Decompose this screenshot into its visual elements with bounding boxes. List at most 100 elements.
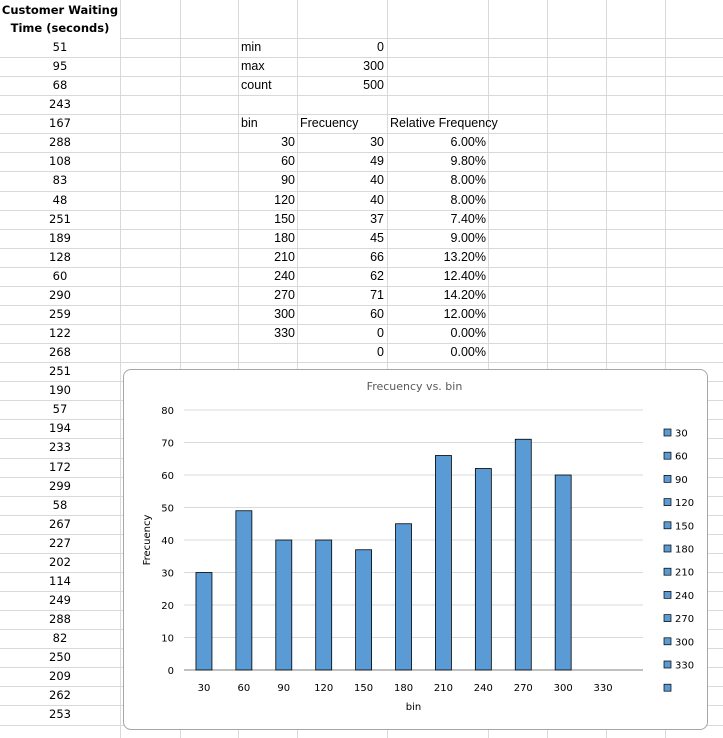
stat-value-min[interactable]: 0 [377,40,384,54]
table-cell-relative-frequency[interactable]: 12.40% [443,269,486,283]
table-cell-bin[interactable]: 300 [274,307,295,321]
legend-swatch [663,475,672,483]
column-header-waiting-time[interactable]: Customer Waiting Time (seconds) [0,0,120,39]
stat-value-max[interactable]: 300 [363,59,384,73]
row-gridline [0,57,723,58]
table-cell-frequency[interactable]: 37 [370,212,384,226]
table-cell-bin[interactable]: 210 [274,250,295,264]
waiting-time-cell[interactable]: 128 [49,250,71,264]
x-tick-label: 180 [394,683,413,694]
waiting-time-cell[interactable]: 189 [49,231,71,245]
waiting-time-cell[interactable]: 250 [49,650,71,664]
table-cell-bin[interactable]: 90 [281,173,295,187]
waiting-time-cell[interactable]: 299 [49,479,71,493]
table-header-relative-frequency[interactable]: Relative Frequency [390,116,498,130]
table-cell-relative-frequency[interactable]: 7.40% [450,212,486,226]
table-cell-bin[interactable]: 60 [281,154,295,168]
table-cell-frequency[interactable]: 0 [377,326,384,340]
waiting-time-cell[interactable]: 108 [49,154,71,168]
bar-270 [514,438,532,671]
y-tick-label: 0 [168,666,174,677]
waiting-time-cell[interactable]: 288 [49,612,71,626]
table-cell-relative-frequency[interactable]: 0.00% [450,326,486,340]
table-cell-relative-frequency[interactable]: 14.20% [443,288,486,302]
stat-label-count[interactable]: count [241,78,272,92]
waiting-time-cell[interactable]: 290 [49,288,71,302]
waiting-time-cell[interactable]: 251 [49,364,71,378]
table-cell-frequency[interactable]: 30 [370,135,384,149]
table-cell-bin[interactable]: 330 [274,326,295,340]
table-cell-bin[interactable]: 270 [274,288,295,302]
table-cell-frequency[interactable]: 40 [370,193,384,207]
table-cell-frequency[interactable]: 62 [370,269,384,283]
table-cell-frequency[interactable]: 45 [370,231,384,245]
waiting-time-cell[interactable]: 122 [49,326,71,340]
table-cell-relative-frequency[interactable]: 9.80% [450,154,486,168]
waiting-time-cell[interactable]: 58 [52,498,68,512]
table-cell-frequency[interactable]: 0 [377,345,384,359]
chart-canvas: Frecuency vs. bin 0 10 20 30 40 50 60 70 80 Frecue… [142,380,694,713]
row-gridline [0,152,723,153]
waiting-time-cell[interactable]: 267 [49,517,71,531]
table-cell-frequency[interactable]: 40 [370,173,384,187]
table-cell-relative-frequency[interactable]: 12.00% [443,307,486,321]
table-cell-relative-frequency[interactable]: 8.00% [450,173,486,187]
table-cell-relative-frequency[interactable]: 13.20% [443,250,486,264]
waiting-time-cell[interactable]: 114 [49,574,71,588]
waiting-time-cell[interactable]: 60 [52,269,68,283]
waiting-time-cell[interactable]: 202 [49,555,71,569]
waiting-time-cell[interactable]: 268 [49,345,71,359]
waiting-time-cell[interactable]: 82 [52,631,68,645]
waiting-time-cell[interactable]: 249 [49,593,71,607]
waiting-time-cell[interactable]: 251 [49,212,71,226]
frequency-chart[interactable]: Frecuency vs. bin 0 10 20 30 40 50 60 70 80 Frecue… [123,369,708,730]
waiting-time-cell[interactable]: 259 [49,307,71,321]
x-tick-label: 60 [238,683,251,694]
waiting-time-cell[interactable]: 288 [49,135,71,149]
waiting-time-cell[interactable]: 51 [52,40,68,54]
waiting-time-cell[interactable]: 190 [49,383,71,397]
waiting-time-cell[interactable]: 227 [49,536,71,550]
stat-value-count[interactable]: 500 [363,78,384,92]
legend-entry: 300 [675,637,694,648]
waiting-time-cell[interactable]: 68 [52,78,68,92]
x-tick-label: 150 [354,683,373,694]
header-line-1: Customer Waiting [1,3,119,17]
stat-label-max[interactable]: max [241,59,265,73]
row-gridline [0,95,723,96]
x-tick-label: 270 [514,683,533,694]
waiting-time-cell[interactable]: 167 [49,116,71,130]
waiting-time-cell[interactable]: 253 [49,707,71,721]
table-cell-relative-frequency[interactable]: 6.00% [450,135,486,149]
waiting-time-cell[interactable]: 48 [52,193,68,207]
legend-swatch [663,498,672,506]
table-cell-bin[interactable]: 30 [281,135,295,149]
waiting-time-cell[interactable]: 243 [49,97,71,111]
table-cell-frequency[interactable]: 66 [370,250,384,264]
table-cell-frequency[interactable]: 71 [370,288,384,302]
table-cell-relative-frequency[interactable]: 9.00% [450,231,486,245]
waiting-time-cell[interactable]: 209 [49,669,71,683]
legend-swatch [663,637,672,646]
table-header-bin[interactable]: bin [241,116,258,130]
stat-label-min[interactable]: min [241,40,262,54]
bar-210 [435,455,452,671]
table-cell-frequency[interactable]: 60 [370,307,384,321]
waiting-time-cell[interactable]: 83 [52,173,68,187]
header-line-2: Time (seconds) [10,21,110,35]
table-cell-bin[interactable]: 150 [274,212,295,226]
table-cell-bin[interactable]: 180 [274,231,295,245]
table-cell-bin[interactable] [238,343,295,362]
table-cell-frequency[interactable]: 49 [370,154,384,168]
table-cell-relative-frequency[interactable]: 0.00% [450,345,486,359]
waiting-time-cell[interactable]: 172 [49,460,71,474]
waiting-time-cell[interactable]: 95 [52,59,68,73]
table-cell-relative-frequency[interactable]: 8.00% [450,193,486,207]
waiting-time-cell[interactable]: 57 [52,402,68,416]
waiting-time-cell[interactable]: 262 [49,688,71,702]
table-cell-bin[interactable]: 240 [274,269,295,283]
waiting-time-cell[interactable]: 233 [49,440,71,454]
waiting-time-cell[interactable]: 194 [49,421,71,435]
table-header-frequency[interactable]: Frecuency [300,116,359,130]
table-cell-bin[interactable]: 120 [274,193,295,207]
